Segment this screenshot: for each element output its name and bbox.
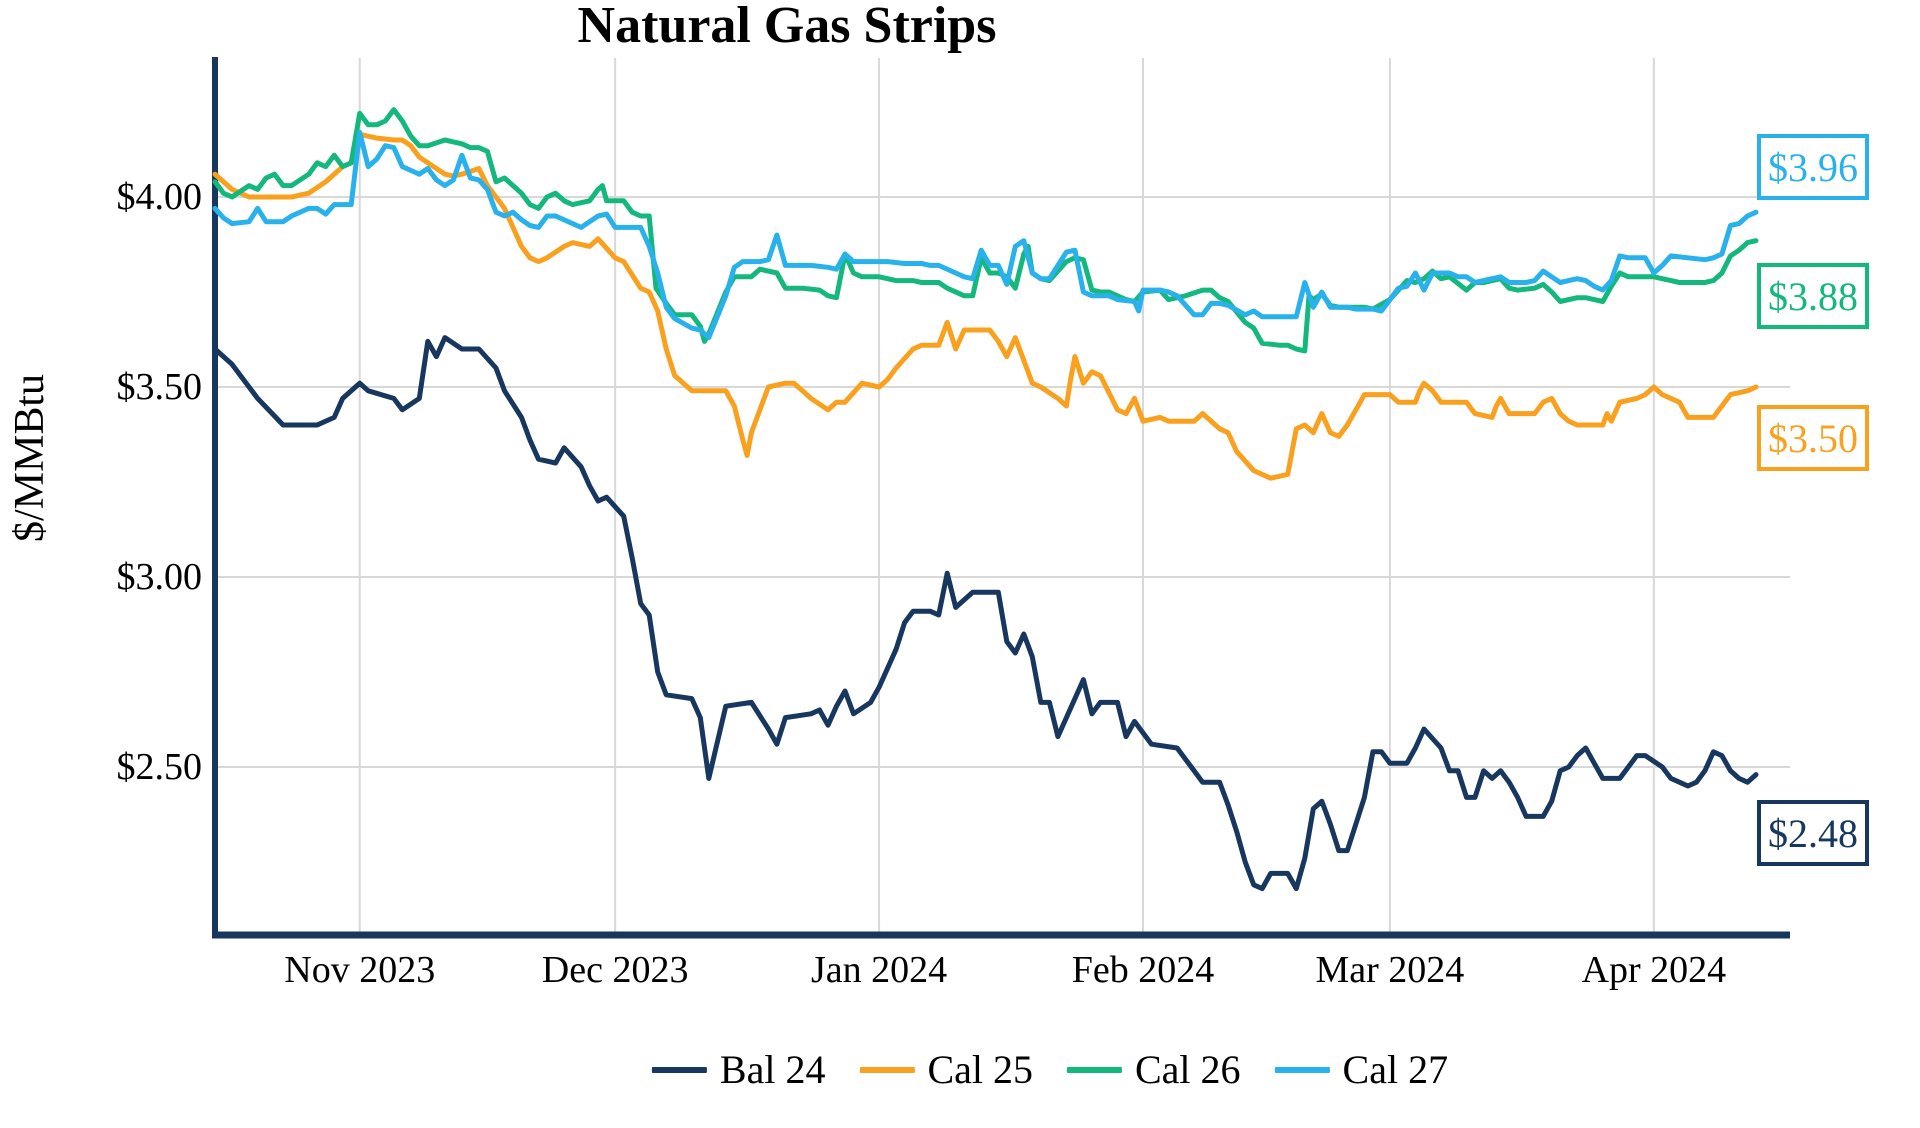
legend-label: Cal 25 — [927, 1047, 1033, 1092]
series-end-label-cal26: $3.88 — [1757, 263, 1869, 329]
legend-label: Bal 24 — [719, 1047, 826, 1092]
x-tick-label: Dec 2023 — [541, 949, 689, 991]
series-end-label-bal24: $2.48 — [1757, 800, 1869, 866]
legend: Bal 24 Cal 25 Cal 26 Cal 27 — [651, 1047, 1449, 1092]
legend-swatch-cal26 — [1067, 1067, 1122, 1073]
legend-swatch-bal24 — [651, 1067, 707, 1073]
x-tick-label: Mar 2024 — [1315, 949, 1465, 991]
legend-item-bal24: Bal 24 — [651, 1047, 826, 1092]
legend-swatch-cal25 — [859, 1067, 915, 1073]
legend-label: Cal 27 — [1342, 1047, 1449, 1092]
legend-item-cal27: Cal 27 — [1274, 1047, 1449, 1092]
x-tick-label: Jan 2024 — [810, 949, 948, 991]
y-tick-label: $3.50 — [116, 366, 203, 408]
series-line-cal27 — [212, 129, 1759, 341]
chart-title: Natural Gas Strips — [577, 0, 997, 54]
y-tick-label: $3.00 — [116, 556, 203, 598]
y-tick-label: $2.50 — [116, 746, 203, 788]
series-end-label-cal25: $3.50 — [1757, 405, 1869, 471]
series-line-cal26 — [212, 107, 1759, 354]
x-tick-label: Apr 2024 — [1581, 949, 1727, 991]
series-line-cal25 — [212, 131, 1759, 481]
series-line-bal24 — [212, 335, 1759, 892]
series-end-label-cal27: $3.96 — [1757, 134, 1869, 200]
x-tick-label: Nov 2023 — [284, 949, 436, 991]
y-tick-label: $4.00 — [116, 176, 203, 218]
x-tick-label: Feb 2024 — [1071, 949, 1215, 991]
legend-swatch-cal27 — [1274, 1067, 1330, 1073]
legend-item-cal26: Cal 26 — [1067, 1048, 1241, 1092]
legend-label: Cal 26 — [1135, 1047, 1241, 1092]
legend-item-cal25: Cal 25 — [859, 1048, 1033, 1092]
